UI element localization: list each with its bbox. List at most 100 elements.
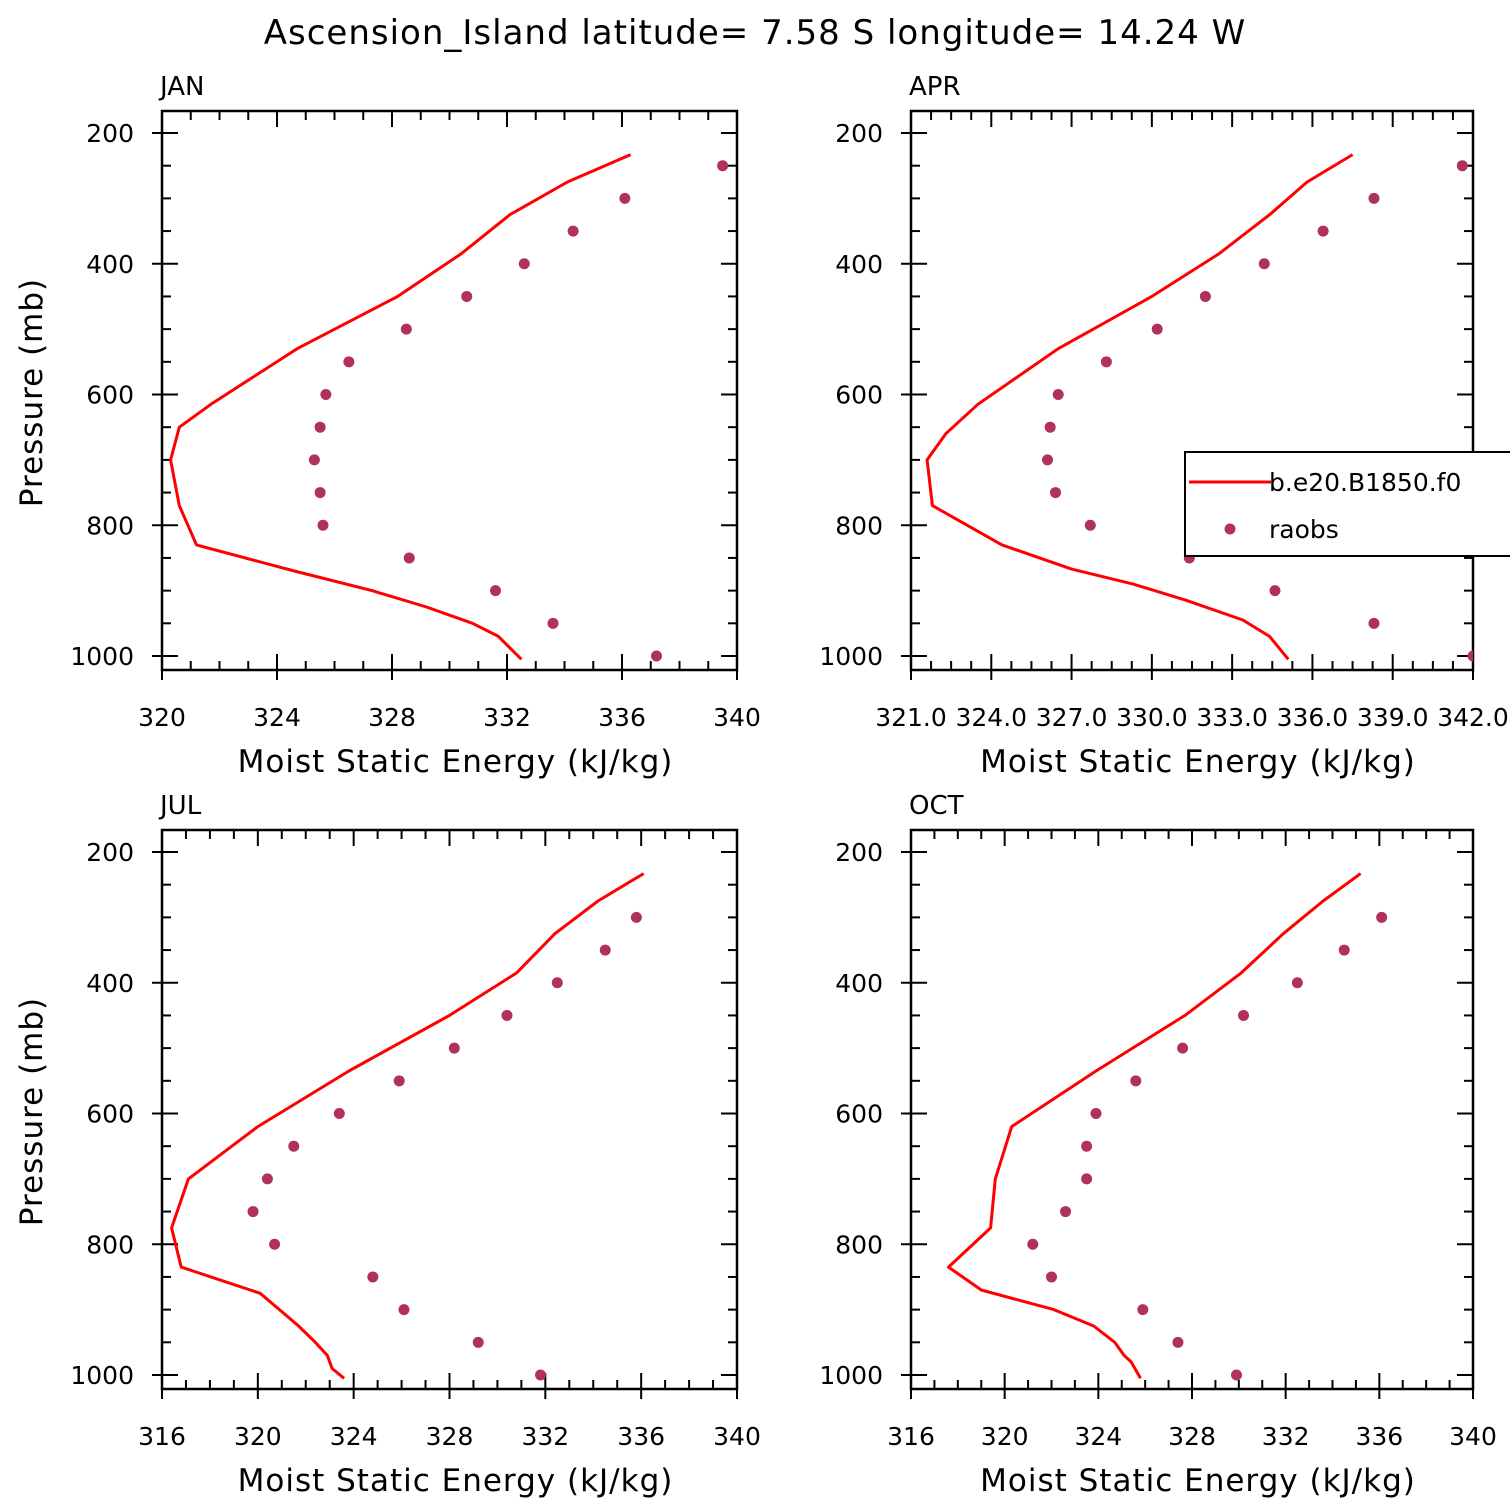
- raobs-point: [1060, 1206, 1072, 1218]
- y-tick-label: 400: [835, 250, 883, 279]
- raobs-point: [1368, 192, 1380, 204]
- raobs-point: [1368, 617, 1380, 629]
- raobs-point: [1027, 1238, 1039, 1250]
- raobs-point: [398, 1304, 410, 1316]
- chart-panel-jul: JUL 200 400 600 800 1000 316 320 324 328 332 336 340…: [14, 791, 761, 1499]
- y-tick-label: 1000: [70, 642, 134, 671]
- raobs-point: [1238, 1009, 1250, 1021]
- x-tick-label: 342.0: [1437, 703, 1509, 732]
- raobs-point: [547, 617, 559, 629]
- y-axis: 200 400 600 800 1000: [70, 838, 737, 1390]
- x-tick-label: 316: [138, 1422, 186, 1451]
- raobs-point: [1291, 977, 1303, 989]
- raobs-point: [1151, 323, 1163, 335]
- x-tick-label: 333.0: [1196, 703, 1268, 732]
- raobs-point: [1130, 1075, 1142, 1087]
- raobs-point: [599, 944, 611, 956]
- series-line-model: [925, 153, 1354, 661]
- x-tick-label: 328: [1168, 1422, 1216, 1451]
- x-axis: 320 324 328 332 336 340: [138, 111, 761, 732]
- raobs-point: [320, 389, 332, 400]
- legend-entry-label: raobs: [1269, 515, 1339, 544]
- raobs-point: [501, 1009, 513, 1021]
- y-tick-label: 400: [835, 969, 883, 998]
- y-axis-title: Pressure (mb): [14, 278, 50, 507]
- data-series: [947, 872, 1388, 1381]
- legend-marker-swatch: [1224, 523, 1236, 535]
- x-tick-label: 328: [426, 1422, 474, 1451]
- x-tick-label: 332: [483, 703, 531, 732]
- x-tick-label: 336.0: [1277, 703, 1349, 732]
- raobs-point: [448, 1042, 460, 1054]
- legend: b.e20.B1850.f0 raobs: [1184, 451, 1510, 557]
- raobs-point: [1044, 421, 1056, 433]
- raobs-point: [1467, 650, 1473, 662]
- raobs-point: [1317, 225, 1329, 237]
- x-tick-label: 336: [1355, 1422, 1403, 1451]
- y-axis-title: Pressure (mb): [14, 997, 50, 1226]
- raobs-point: [1050, 487, 1062, 499]
- x-tick-label: 340: [713, 1422, 761, 1451]
- raobs-point: [567, 225, 579, 237]
- data-series: [170, 872, 645, 1381]
- x-tick-label: 320: [981, 1422, 1029, 1451]
- raobs-point: [1456, 160, 1468, 172]
- y-tick-label: 200: [835, 119, 883, 148]
- raobs-point: [1046, 1271, 1057, 1283]
- chart-panel-jan: JAN 200 400 600 800 1000 320 324 328 332 336 340 Moi…: [14, 72, 761, 780]
- y-tick-label: 800: [86, 1230, 134, 1259]
- y-axis: 200 400 600 800 1000: [819, 119, 1473, 671]
- x-tick-label: 332: [1262, 1422, 1310, 1451]
- x-tick-label: 324: [1074, 1422, 1122, 1451]
- raobs-point: [1172, 1336, 1184, 1348]
- raobs-point: [343, 356, 355, 368]
- raobs-point: [393, 1075, 405, 1087]
- x-tick-label: 336: [617, 1422, 665, 1451]
- raobs-point: [1081, 1140, 1093, 1152]
- raobs-point: [535, 1369, 547, 1381]
- y-tick-label: 400: [86, 250, 134, 279]
- x-tick-label: 320: [138, 703, 186, 732]
- raobs-point: [651, 650, 662, 662]
- y-tick-label: 600: [86, 1100, 134, 1129]
- x-axis-title: Moist Static Energy (kJ/kg): [238, 1463, 674, 1499]
- y-tick-label: 200: [86, 119, 134, 148]
- raobs-point: [400, 323, 412, 335]
- chart-panels: JAN 200 400 600 800 1000 320 324 328 332 336 340 Moi…: [14, 72, 1510, 1499]
- raobs-point: [1338, 944, 1350, 956]
- y-tick-label: 600: [835, 1100, 883, 1129]
- y-tick-label: 200: [835, 838, 883, 867]
- raobs-point: [1137, 1304, 1149, 1316]
- y-tick-label: 800: [835, 511, 883, 540]
- y-tick-label: 600: [835, 381, 883, 410]
- raobs-point: [1052, 389, 1064, 400]
- raobs-point: [1269, 585, 1281, 597]
- series-line-model: [947, 872, 1362, 1380]
- raobs-point: [630, 911, 642, 923]
- panel-label: JUL: [158, 791, 202, 821]
- raobs-point: [1090, 1108, 1102, 1119]
- y-tick-label: 600: [86, 381, 134, 410]
- raobs-point: [288, 1140, 300, 1152]
- x-tick-label: 320: [234, 1422, 282, 1451]
- raobs-point: [261, 1173, 273, 1185]
- legend-entry-label: b.e20.B1850.f0: [1269, 468, 1461, 497]
- x-tick-label: 336: [598, 703, 646, 732]
- x-axis: 316 320 324 328 332 336 340: [887, 830, 1497, 1451]
- series-line-model: [170, 872, 645, 1380]
- raobs-point: [1230, 1369, 1242, 1381]
- raobs-point: [333, 1108, 345, 1119]
- raobs-point: [518, 258, 530, 270]
- raobs-point: [1258, 258, 1270, 270]
- x-tick-label: 324: [330, 1422, 378, 1451]
- panel-label: APR: [909, 72, 961, 102]
- raobs-point: [1177, 1042, 1189, 1054]
- panel-label: OCT: [909, 791, 964, 821]
- chart-panel-oct: OCT 200 400 600 800 1000 316 320 324 328 332 336 340…: [819, 791, 1496, 1499]
- raobs-point: [619, 192, 631, 204]
- y-axis: 200 400 600 800 1000: [819, 838, 1473, 1390]
- raobs-point: [1081, 1173, 1093, 1185]
- x-axis-title: Moist Static Energy (kJ/kg): [980, 744, 1416, 780]
- raobs-point: [269, 1238, 281, 1250]
